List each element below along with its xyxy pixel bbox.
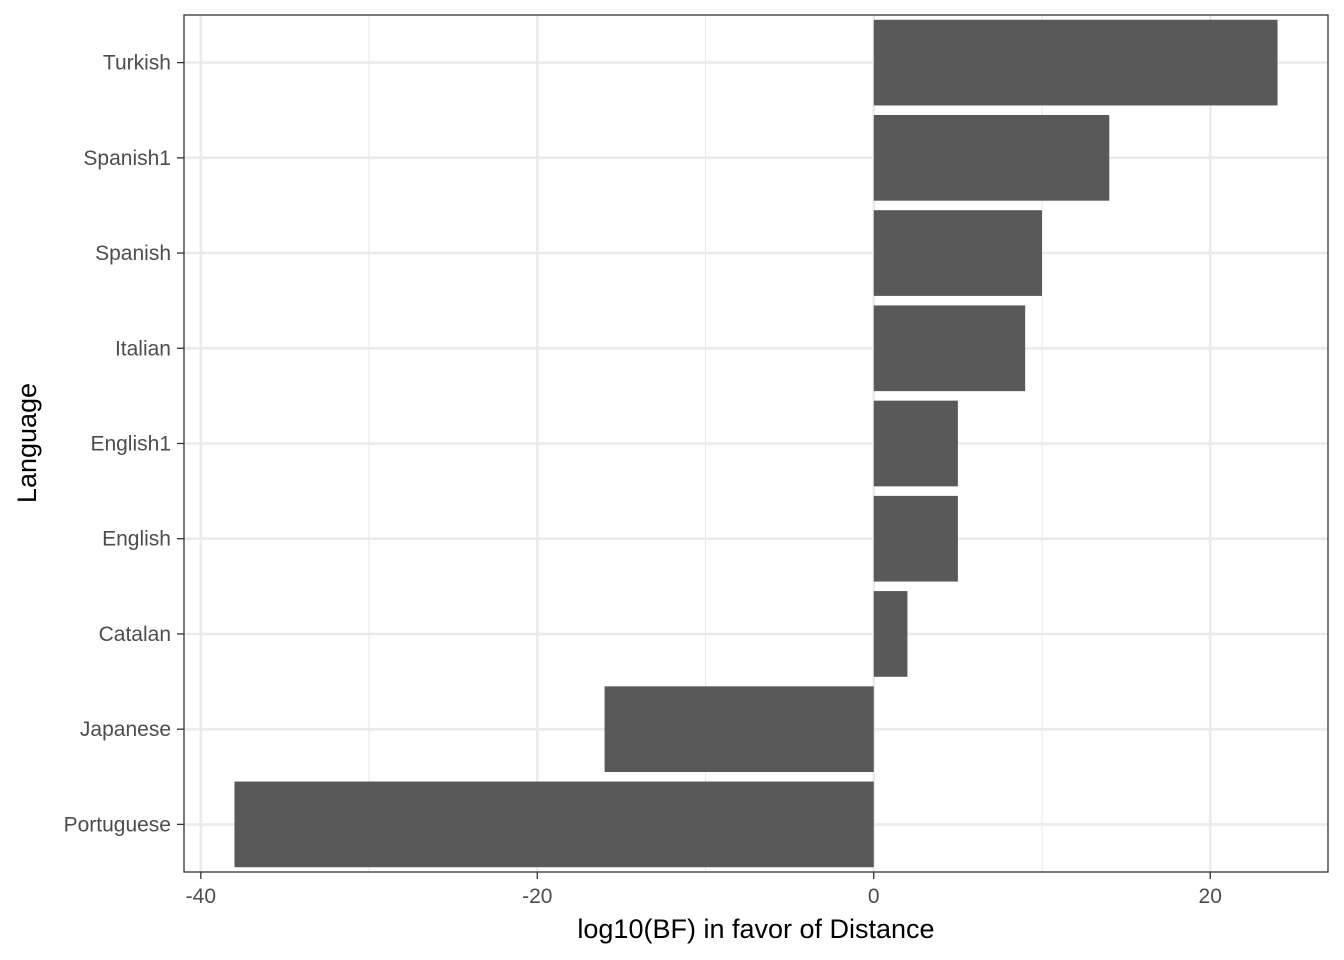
bar-english: [873, 495, 958, 582]
x-axis-title: log10(BF) in favor of Distance: [577, 914, 934, 944]
y-tick-label: Turkish: [103, 52, 171, 75]
bar-italian: [873, 305, 1026, 392]
x-tick-label: 20: [1199, 885, 1222, 908]
bar-english1: [873, 400, 958, 487]
y-tick-label: Spanish: [95, 242, 171, 265]
bar-japanese: [604, 686, 874, 773]
bars: [234, 19, 1278, 868]
x-tick-labels: -40 -20 0 20: [186, 885, 1222, 908]
y-tick-labels: Turkish Spanish1 Spanish Italian English1 Eng…: [64, 52, 171, 837]
y-tick-label: English: [102, 528, 171, 551]
y-axis-title: Language: [12, 383, 42, 503]
y-tick-label: Spanish1: [83, 147, 171, 170]
bar-portuguese: [234, 781, 874, 868]
bar-turkish: [873, 19, 1278, 106]
y-tick-label: English1: [90, 433, 171, 456]
x-tick-label: 0: [868, 885, 880, 908]
y-tick-label: Italian: [115, 337, 171, 360]
y-tick-label: Japanese: [80, 718, 171, 741]
y-tick-label: Portuguese: [64, 813, 171, 836]
x-tick-label: -20: [522, 885, 552, 908]
y-tick-label: Catalan: [99, 623, 171, 646]
x-tick-label: -40: [186, 885, 216, 908]
bar-catalan: [873, 591, 908, 677]
bar-spanish: [873, 210, 1042, 296]
axis-ticks: [177, 61, 1211, 879]
bar-spanish1: [873, 114, 1110, 201]
